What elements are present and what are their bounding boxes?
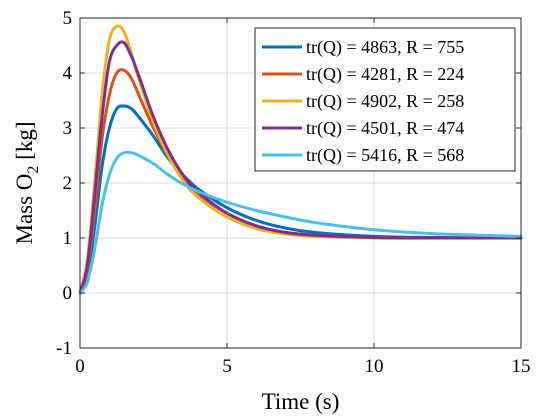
legend: tr(Q) = 4863, R = 755 tr(Q) = 4281, R = … [254, 27, 516, 172]
x-tick-label: 15 [512, 356, 531, 377]
y-axis-label: Mass O2 [kg] [12, 122, 42, 245]
y-tick-label: -1 [56, 338, 72, 359]
y-tick-label: 1 [63, 228, 73, 249]
x-tick-label: 0 [75, 356, 85, 377]
legend-label-1: tr(Q) = 4863, R = 755 [306, 37, 464, 58]
legend-label-2: tr(Q) = 4281, R = 224 [306, 64, 464, 85]
y-tick-label: 2 [63, 173, 73, 194]
y-tick-label: 3 [63, 118, 73, 139]
y-axis-label-subscript: 2 [25, 166, 42, 174]
y-tick-label: 0 [63, 283, 73, 304]
legend-label-5: tr(Q) = 5416, R = 568 [306, 145, 464, 166]
x-tick-label: 5 [222, 356, 232, 377]
series-line-4 [78, 40, 523, 295]
series-lines [78, 24, 523, 295]
x-tick-label: 10 [365, 356, 384, 377]
series-line-5 [78, 150, 523, 295]
series-line-1 [78, 104, 523, 295]
y-axis-label-main: Mass O [12, 174, 37, 245]
y-axis-label-suffix: [kg] [12, 122, 37, 166]
y-tick-label: 4 [63, 63, 73, 84]
y-tick-label: 5 [63, 8, 73, 29]
legend-label-3: tr(Q) = 4902, R = 258 [306, 91, 464, 112]
x-axis-label: Time (s) [262, 389, 340, 414]
legend-label-4: tr(Q) = 4501, R = 474 [306, 118, 464, 139]
